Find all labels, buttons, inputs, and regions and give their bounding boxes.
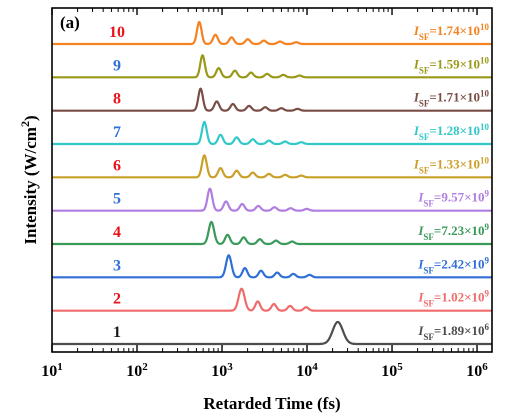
x-tick-label: 103 xyxy=(211,361,233,380)
series-isf-label: ISF=1.02×109 xyxy=(417,289,489,309)
x-tick-label: 101 xyxy=(41,361,63,380)
series-trace-2 xyxy=(51,287,493,312)
series-index-label: 8 xyxy=(113,91,121,108)
x-axis-title: Retarded Time (fs) xyxy=(203,394,340,413)
series-isf-label: ISF=1.33×1010 xyxy=(413,155,490,175)
series-index-label: 9 xyxy=(113,57,121,74)
series-index-label: 4 xyxy=(113,224,121,241)
x-tick-label: 102 xyxy=(126,361,148,380)
x-tick-label: 105 xyxy=(381,361,403,380)
series-index-label: 2 xyxy=(113,291,121,308)
plot-frame xyxy=(51,7,493,353)
series-trace-4 xyxy=(51,220,493,246)
series-trace-7 xyxy=(51,120,493,146)
series-isf-label: ISF=7.23×109 xyxy=(417,222,489,242)
series-isf-label: ISF=1.28×1010 xyxy=(413,122,490,142)
series-trace-9 xyxy=(51,54,493,79)
series-index-label: 3 xyxy=(113,257,121,274)
series-index-label: 7 xyxy=(113,124,121,141)
series-trace-5 xyxy=(51,187,493,212)
x-axis-ticks: 101 102 103 104 105 106 xyxy=(41,8,488,380)
series-index-label: 1 xyxy=(113,324,121,341)
series-trace-1 xyxy=(51,320,493,346)
series-trace-6 xyxy=(51,154,493,179)
series-trace-10 xyxy=(51,21,493,46)
y-axis-title: Intensity (W/cm2) xyxy=(18,115,40,244)
series-index-label: 10 xyxy=(109,24,125,41)
series-trace-8 xyxy=(51,87,493,112)
series-isf-label: ISF=2.42×109 xyxy=(417,255,489,275)
series-isf-label: ISF=1.71×1010 xyxy=(413,89,490,109)
series-index-label: 5 xyxy=(113,191,121,208)
series-labels: 1 ISF=1.89×106 2 ISF=1.02×109 3 ISF=2.42×109 4… xyxy=(109,22,490,342)
x-tick-label: 104 xyxy=(296,361,318,380)
plot-layer xyxy=(51,21,493,346)
series-trace-3 xyxy=(51,254,493,279)
series-isf-label: ISF=1.89×106 xyxy=(417,322,489,342)
x-tick-label: 106 xyxy=(466,361,488,380)
panel-label: (a) xyxy=(60,13,80,32)
series-index-label: 6 xyxy=(113,157,121,174)
series-isf-label: ISF=9.57×109 xyxy=(417,189,489,209)
series-isf-label: ISF=1.59×1010 xyxy=(413,55,490,75)
series-isf-label: ISF=1.74×1010 xyxy=(413,22,490,42)
